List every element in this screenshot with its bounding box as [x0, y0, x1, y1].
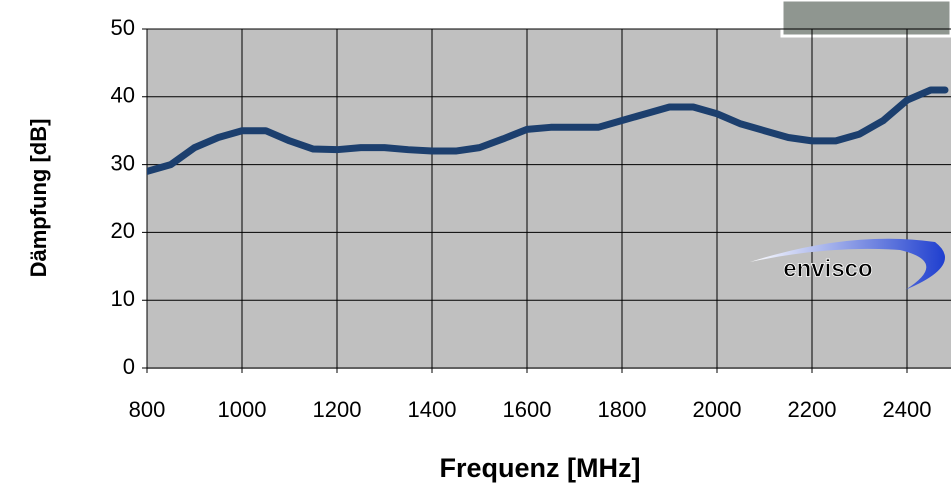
chart: Dämpfung [dB] Frequenz [MHz] 0 10 20 30 40 50… — [0, 0, 951, 495]
x-tick-label: 2000 — [693, 397, 742, 422]
x-tick-label: 800 — [129, 397, 166, 422]
y-tick-label: 10 — [111, 286, 135, 311]
y-tick-label: 40 — [111, 83, 135, 108]
plot-area — [147, 29, 951, 369]
y-tick-label: 0 — [123, 354, 135, 379]
x-tick-label: 1200 — [313, 397, 362, 422]
x-tick-label: 1800 — [598, 397, 647, 422]
x-tick-label: 1600 — [503, 397, 552, 422]
y-tick-label: 30 — [111, 150, 135, 175]
x-tick-label: 2200 — [788, 397, 837, 422]
y-axis-title: Dämpfung [dB] — [26, 119, 51, 278]
y-tick-label: 20 — [111, 218, 135, 243]
photo — [782, 0, 951, 36]
x-tick-label: 1400 — [408, 397, 457, 422]
y-tick-label: 50 — [111, 15, 135, 40]
x-axis-title: Frequenz [MHz] — [440, 453, 641, 483]
logo-text: envisco — [783, 255, 872, 282]
x-tick-label: 2400 — [883, 397, 932, 422]
x-tick-label: 1000 — [218, 397, 267, 422]
